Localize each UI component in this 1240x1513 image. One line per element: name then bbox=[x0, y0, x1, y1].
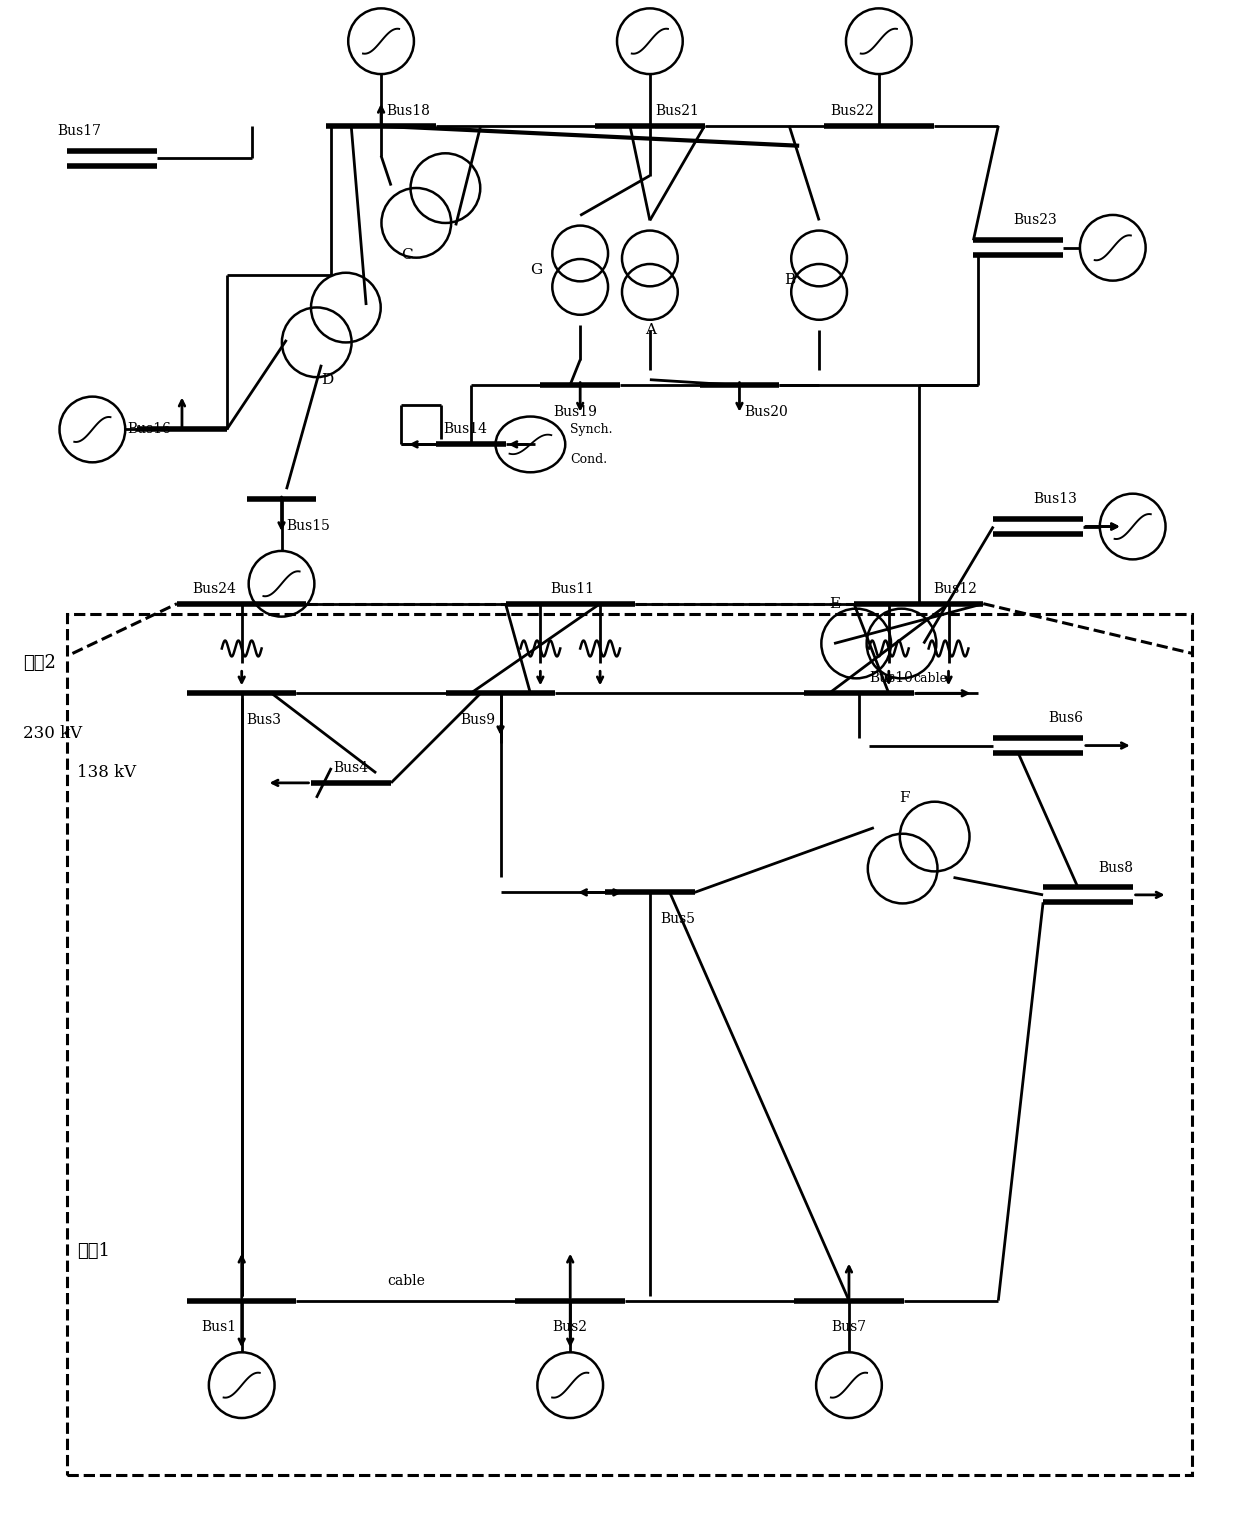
Text: Bus11: Bus11 bbox=[551, 583, 594, 596]
Text: E: E bbox=[830, 596, 841, 611]
Text: Bus3: Bus3 bbox=[247, 713, 281, 728]
Text: Bus20: Bus20 bbox=[744, 404, 789, 419]
Text: Bus15: Bus15 bbox=[286, 519, 330, 533]
Text: Bus9: Bus9 bbox=[460, 713, 496, 728]
Text: Bus12: Bus12 bbox=[934, 583, 977, 596]
Text: 区域1: 区域1 bbox=[77, 1242, 110, 1260]
Text: A: A bbox=[645, 322, 656, 337]
Text: Bus16: Bus16 bbox=[128, 422, 171, 436]
Text: Bus8: Bus8 bbox=[1097, 861, 1133, 875]
Text: Bus23: Bus23 bbox=[1013, 213, 1056, 227]
Text: Bus24: Bus24 bbox=[192, 583, 236, 596]
Text: Bus7: Bus7 bbox=[831, 1321, 867, 1334]
Text: F: F bbox=[899, 791, 909, 805]
Text: Bus13: Bus13 bbox=[1033, 492, 1078, 507]
Text: Bus21: Bus21 bbox=[655, 104, 698, 118]
Text: Bus22: Bus22 bbox=[830, 104, 874, 118]
Text: C: C bbox=[401, 248, 413, 262]
Text: 区域2: 区域2 bbox=[22, 655, 56, 672]
Text: B: B bbox=[784, 274, 795, 287]
Text: Bus6: Bus6 bbox=[1048, 711, 1083, 725]
Text: G: G bbox=[531, 263, 543, 277]
Text: Bus10: Bus10 bbox=[869, 672, 913, 685]
Text: D: D bbox=[321, 372, 334, 387]
Text: cable: cable bbox=[387, 1274, 425, 1288]
Text: Cond.: Cond. bbox=[570, 452, 608, 466]
Text: Bus5: Bus5 bbox=[660, 912, 694, 926]
Text: Bus4: Bus4 bbox=[334, 761, 368, 775]
Text: Bus2: Bus2 bbox=[553, 1321, 588, 1334]
Text: 138 kV: 138 kV bbox=[77, 764, 136, 781]
Text: 230 kV: 230 kV bbox=[22, 725, 82, 741]
Text: Synch.: Synch. bbox=[570, 424, 613, 436]
Text: Bus18: Bus18 bbox=[386, 104, 430, 118]
Text: Bus14: Bus14 bbox=[444, 422, 487, 436]
Text: cable: cable bbox=[914, 672, 947, 685]
Text: Bus1: Bus1 bbox=[202, 1321, 237, 1334]
Bar bbox=[67, 614, 1193, 1475]
Text: Bus17: Bus17 bbox=[57, 124, 102, 138]
Text: Bus19: Bus19 bbox=[553, 404, 598, 419]
